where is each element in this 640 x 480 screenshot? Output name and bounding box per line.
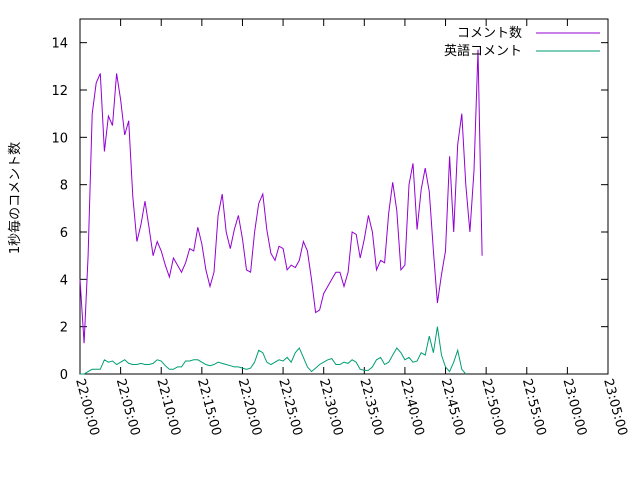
- y-tick-label: 14: [51, 37, 68, 52]
- x-tick-label: 22:55:00: [519, 377, 549, 437]
- x-tick-label: 22:35:00: [356, 377, 386, 437]
- series-line-0: [79, 49, 483, 344]
- y-tick-label: 12: [51, 84, 68, 99]
- x-tick-label: 23:05:00: [600, 377, 630, 437]
- y-tick-label: 8: [60, 179, 68, 194]
- x-tick-label: 22:25:00: [275, 377, 305, 437]
- y-tick-label: 2: [60, 321, 68, 336]
- x-axis-ticks: 22:00:00 22:05:00 22:10:00 22:15:00 22:20:00…: [72, 19, 630, 437]
- legend-label: コメント数: [457, 26, 522, 41]
- x-tick-label: 22:50:00: [478, 377, 508, 437]
- y-tick-label: 6: [60, 226, 68, 241]
- y-tick-label: 4: [60, 273, 68, 288]
- x-tick-label: 22:40:00: [397, 377, 427, 437]
- y-axis-ticks: 0 2 4 6 8 10 12 14: [51, 37, 608, 383]
- x-tick-label: 22:20:00: [235, 377, 265, 437]
- x-tick-label: 22:30:00: [316, 377, 346, 437]
- y-tick-label: 10: [51, 131, 68, 146]
- x-tick-label: 22:05:00: [113, 377, 143, 437]
- x-tick-label: 22:00:00: [72, 377, 102, 437]
- y-tick-label: 0: [60, 368, 68, 383]
- x-tick-label: 23:00:00: [560, 377, 590, 437]
- legend-label: 英語コメント: [444, 43, 522, 59]
- series-lines: [79, 49, 483, 375]
- plot-frame: [79, 18, 609, 375]
- x-tick-label: 22:10:00: [153, 377, 183, 437]
- y-axis-label: 1秒毎のコメント数: [7, 142, 23, 254]
- x-tick-label: 22:45:00: [438, 377, 468, 437]
- series-line-1: [80, 326, 467, 375]
- x-tick-label: 22:15:00: [194, 377, 224, 437]
